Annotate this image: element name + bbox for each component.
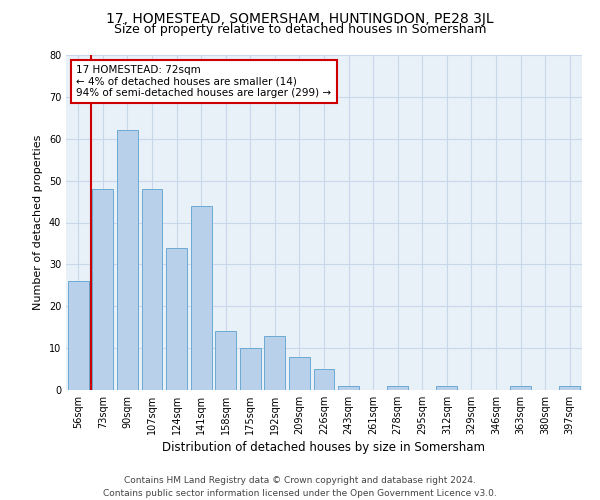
Bar <box>510 386 531 390</box>
Bar <box>92 189 113 390</box>
Bar <box>191 206 212 390</box>
Bar <box>142 189 163 390</box>
Bar <box>387 386 408 390</box>
Bar <box>314 369 334 390</box>
Y-axis label: Number of detached properties: Number of detached properties <box>33 135 43 310</box>
Bar <box>338 386 359 390</box>
X-axis label: Distribution of detached houses by size in Somersham: Distribution of detached houses by size … <box>163 441 485 454</box>
Text: 17, HOMESTEAD, SOMERSHAM, HUNTINGDON, PE28 3JL: 17, HOMESTEAD, SOMERSHAM, HUNTINGDON, PE… <box>106 12 494 26</box>
Bar <box>215 332 236 390</box>
Bar <box>68 281 89 390</box>
Text: Contains HM Land Registry data © Crown copyright and database right 2024.
Contai: Contains HM Land Registry data © Crown c… <box>103 476 497 498</box>
Bar <box>289 356 310 390</box>
Text: Size of property relative to detached houses in Somersham: Size of property relative to detached ho… <box>114 22 486 36</box>
Text: 17 HOMESTEAD: 72sqm
← 4% of detached houses are smaller (14)
94% of semi-detache: 17 HOMESTEAD: 72sqm ← 4% of detached hou… <box>76 65 331 98</box>
Bar <box>166 248 187 390</box>
Bar <box>559 386 580 390</box>
Bar <box>117 130 138 390</box>
Bar <box>265 336 286 390</box>
Bar <box>240 348 261 390</box>
Bar <box>436 386 457 390</box>
